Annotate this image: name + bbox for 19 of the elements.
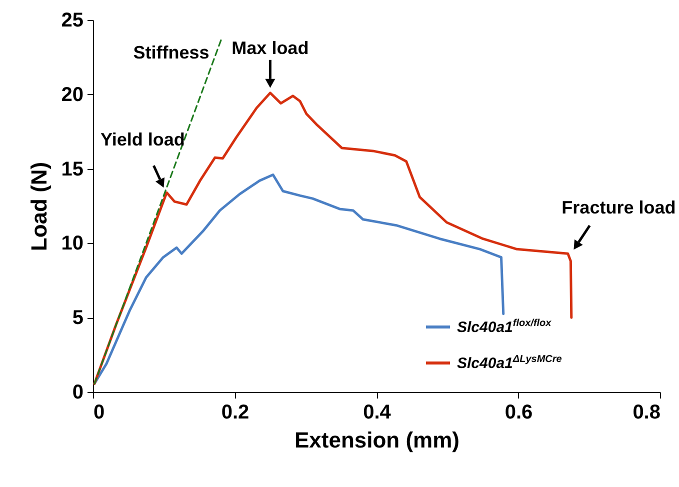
y-tick-label: 20 (61, 84, 84, 106)
legend-label: Slc40a1$^{ΔLysMCre}$ (457, 354, 562, 372)
legend-label: Slc40a1$^{flox/flox}$ (457, 318, 552, 336)
y-tick-label: 5 (72, 307, 84, 330)
y-tick-label: 25 (61, 10, 84, 32)
y-axis-title: Load (N) (26, 162, 52, 252)
y-tick-label: 10 (61, 232, 84, 255)
annotation: Max load (232, 38, 309, 58)
x-tick-label: 0.8 (632, 402, 660, 424)
x-axis-title: Extension (mm) (294, 428, 460, 452)
x-tick-label: 0.4 (363, 402, 392, 424)
x-tick-label: 0.6 (504, 402, 533, 424)
annotation: Stiffness (133, 42, 210, 62)
annotation: Fracture load (562, 198, 676, 218)
y-tick-label: 0 (72, 382, 84, 404)
annotation: Yield load (100, 130, 185, 150)
x-tick-label: 0.2 (221, 402, 250, 424)
x-tick-label: 0 (94, 402, 105, 424)
y-tick-label: 15 (61, 158, 84, 180)
